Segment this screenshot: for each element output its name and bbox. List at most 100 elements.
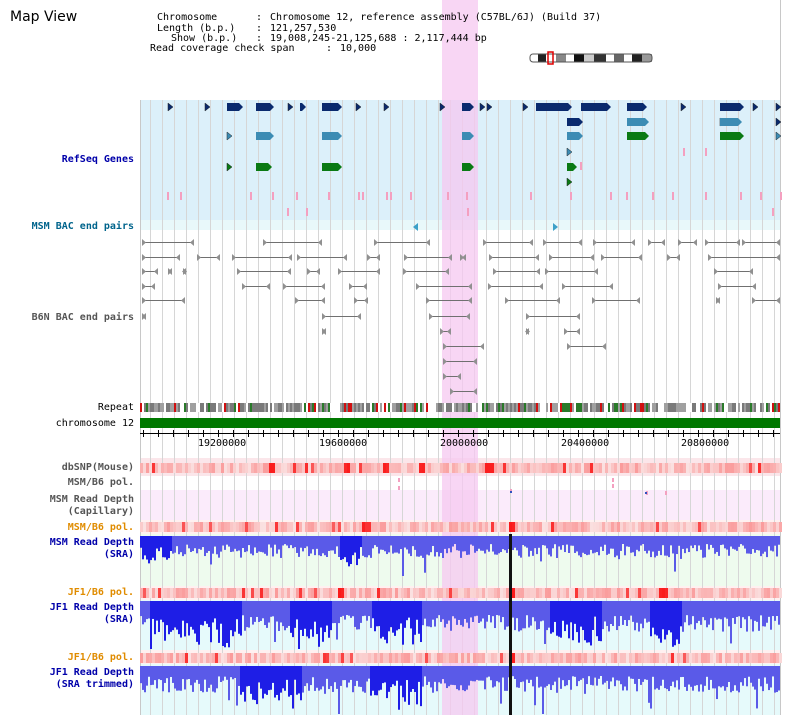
dbsnp-heat-cell [299, 463, 302, 473]
jf1-depth-bar [708, 601, 710, 625]
jf1-depth-bar [688, 601, 690, 626]
msm-depth-bar [274, 536, 276, 545]
track-label-jf1-depth-sra-2[interactable]: (SRA) [103, 614, 134, 625]
track-label-jf1-pol-2[interactable]: JF1/B6 pol. [67, 652, 134, 663]
jf1-pol2-heat-cell [596, 653, 599, 663]
track-label-jf1-pol[interactable]: JF1/B6 pol. [67, 587, 134, 598]
jf1-depth-bar [264, 601, 266, 626]
track-label-refseq[interactable]: RefSeq Genes [61, 154, 134, 165]
jf1-trim-depth-bar [692, 666, 694, 691]
track-label-msm-depth-cap-1[interactable]: MSM Read Depth [49, 494, 134, 505]
msm-depth-bar [302, 536, 304, 552]
jf1-trim-depth-bar [412, 666, 414, 690]
jf1-pol-heat-cell [326, 588, 329, 598]
repeat-element [724, 403, 726, 412]
track-label-jf1-depth-trim-2[interactable]: (SRA trimmed) [55, 679, 134, 690]
repeat-element [286, 403, 288, 412]
jf1-depth-bar [560, 601, 562, 638]
repeat-element [528, 403, 530, 412]
msm-pol-heat-cell [566, 522, 569, 532]
jf1-depth-bar [352, 601, 354, 617]
jf1-pol2-heat-cell [530, 653, 533, 663]
jf1-pol-heat-cell [728, 588, 731, 598]
msm-depth-bar [324, 536, 326, 556]
jf1-pol2-heat-cell [554, 653, 557, 663]
jf1-depth-bar [584, 601, 586, 641]
repeat-element [568, 403, 570, 412]
track-label-msm-pol-2[interactable]: MSM/B6 pol. [67, 522, 134, 533]
jf1-pol2-heat-cell [296, 653, 299, 663]
jf1-trim-depth-bar [460, 666, 462, 686]
dbsnp-heat-cell [566, 463, 569, 473]
msm-depth-bar [410, 536, 412, 557]
msm-pol-heat-cell [401, 522, 404, 532]
refseq-small-feature [530, 192, 532, 200]
repeat-element [454, 403, 456, 412]
jf1-trim-depth-bar [612, 666, 614, 678]
track-label-jf1-depth-trim-1[interactable]: JF1 Read Depth [49, 667, 134, 678]
msm-pol-heat-cell [686, 522, 689, 532]
jf1-pol2-heat-cell [467, 653, 470, 663]
dbsnp-heat-cell [341, 463, 344, 473]
bac-end-marker [594, 268, 598, 275]
track-label-msm-bac[interactable]: MSM BAC end pairs [31, 221, 134, 232]
track-label-jf1-depth-sra-1[interactable]: JF1 Read Depth [49, 602, 134, 613]
msm-pol-heat-cell [533, 522, 536, 532]
jf1-trim-depth-bar [752, 666, 754, 687]
msm-depth-bar [246, 536, 248, 552]
jf1-depth-bar [466, 601, 468, 623]
jf1-pol2-heat-cell [578, 653, 581, 663]
msm-depth-bar [412, 536, 414, 547]
refseq-small-feature [390, 192, 392, 200]
bac-end-marker [526, 313, 530, 320]
jf1-trim-depth-bar [168, 666, 170, 693]
track-label-msm-depth-cap-2[interactable]: (Capillary) [67, 506, 134, 517]
repeat-element [236, 403, 238, 412]
msm-pol-heat-cell [548, 522, 551, 532]
jf1-depth-bar [572, 601, 574, 641]
jf1-trim-depth-bar [312, 666, 314, 678]
msm-depth-bar [474, 536, 476, 553]
jf1-trim-depth-bar [474, 666, 476, 682]
jf1-depth-bar [700, 601, 702, 625]
repeat-element [700, 403, 702, 412]
jf1-trim-depth-bar [376, 666, 378, 696]
msm-pol-heat-cell [563, 522, 566, 532]
msm-pol-heat-cell [458, 522, 461, 532]
track-label-repeat[interactable]: Repeat [97, 402, 134, 413]
repeat-element [500, 403, 502, 412]
jf1-pol2-heat-cell [515, 653, 518, 663]
track-label-msm-depth-sra-2[interactable]: (SRA) [103, 549, 134, 560]
jf1-pol2-heat-cell [575, 653, 578, 663]
track-label-dbsnp[interactable]: dbSNP(Mouse) [61, 462, 134, 473]
msm-pol-heat-cell [242, 522, 245, 532]
jf1-pol-heat-cell [731, 588, 734, 598]
jf1-depth-bar [530, 601, 532, 626]
repeat-element [260, 403, 262, 412]
msm-depth-bar [738, 536, 740, 547]
msm-pol-heat-cell [407, 522, 410, 532]
msm-depth-bar [380, 536, 382, 550]
dbsnp-heat-cell [413, 463, 416, 473]
msm-depth-bar [600, 536, 602, 547]
track-label-msm-depth-sra-1[interactable]: MSM Read Depth [49, 537, 134, 548]
jf1-pol2-heat-cell [398, 653, 401, 663]
jf1-trim-depth-bar [604, 666, 606, 683]
track-label-msm-pol[interactable]: MSM/B6 pol. [67, 477, 134, 488]
jf1-pol-heat-cell [257, 588, 260, 598]
ideogram-band [614, 54, 624, 62]
track-label-b6n-bac[interactable]: B6N BAC end pairs [31, 312, 134, 323]
repeat-element [310, 403, 312, 412]
jf1-trim-depth-bar [738, 666, 740, 693]
jf1-pol-heat-cell [332, 588, 335, 598]
msm-depth-bar [774, 536, 776, 546]
jf1-trim-depth-bar [672, 666, 674, 682]
jf1-trim-depth-bar [232, 666, 234, 680]
jf1-trim-depth-bar [772, 666, 774, 677]
jf1-trim-depth-bar [584, 666, 586, 694]
dbsnp-heat-cell [446, 463, 449, 473]
jf1-pol2-heat-cell [293, 653, 296, 663]
jf1-trim-depth-bar [564, 666, 566, 687]
jf1-trim-depth-bar [512, 666, 514, 677]
